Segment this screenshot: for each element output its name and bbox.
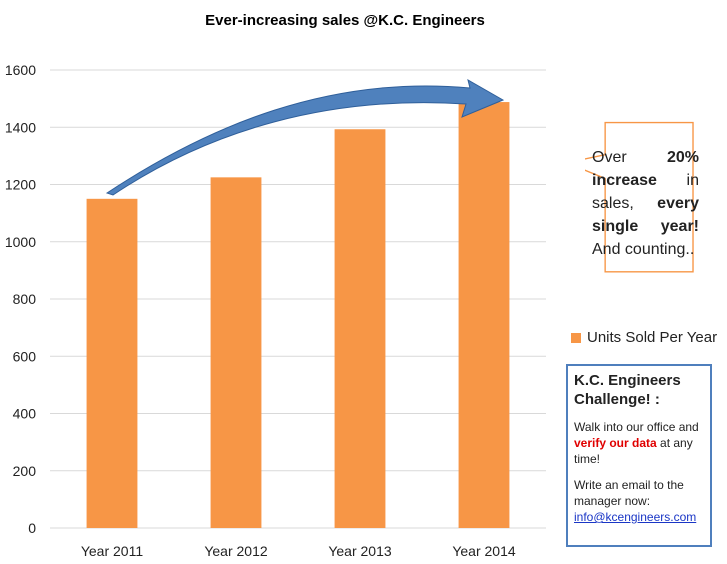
y-tick-label: 1400 [5, 119, 36, 135]
bar [458, 102, 510, 528]
callout-line-2: increase in [592, 169, 699, 192]
bar [86, 198, 138, 528]
challenge-text: Walk into our office and [574, 420, 699, 434]
callout-word: Over [592, 149, 627, 166]
y-tick-label: 800 [13, 291, 37, 307]
callout-word: increase [592, 172, 657, 189]
callout-line-3: sales, every [592, 192, 699, 215]
x-tick-label: Year 2012 [204, 543, 268, 559]
callout-word: single [592, 218, 639, 235]
callout-word: And counting.. [592, 241, 695, 258]
chart-legend: Units Sold Per Year [571, 329, 717, 346]
bars [86, 102, 510, 528]
growth-arrow-shape [105, 78, 505, 196]
callout-line-5: And counting.. [592, 238, 699, 261]
challenge-box: K.C. Engineers Challenge! : Walk into ou… [566, 364, 712, 547]
growth-arrow [105, 78, 505, 196]
callout-word: 20% [666, 149, 699, 166]
legend-swatch [571, 332, 581, 343]
challenge-text: at any time! [574, 436, 693, 466]
email-link[interactable]: info@kcengineers.com [574, 510, 697, 524]
y-tick-label: 0 [28, 520, 36, 536]
y-tick-label: 1200 [5, 177, 36, 193]
x-axis-ticks: Year 2011 Year 2012 Year 2013 Year 2014 [81, 543, 516, 559]
x-tick-label: Year 2014 [452, 543, 516, 559]
y-tick-label: 200 [13, 463, 37, 479]
y-tick-label: 1600 [5, 62, 36, 78]
callout-line-1: Over 20% [592, 146, 699, 169]
callout-word: sales, [592, 195, 634, 212]
callout-word: in [686, 172, 699, 189]
verify-highlight: verify our data [574, 436, 657, 450]
x-tick-label: Year 2013 [328, 543, 392, 559]
challenge-paragraph-1: Walk into our office and verify our data… [574, 419, 704, 467]
bar [334, 129, 386, 528]
y-tick-label: 400 [13, 406, 37, 422]
y-tick-label: 600 [13, 348, 37, 364]
challenge-text: Write an email to the manager now: [574, 478, 684, 508]
callout-text: Over 20% increase in sales, every single… [592, 146, 699, 261]
y-tick-label: 1000 [5, 234, 36, 250]
y-axis-ticks: 0 200 400 600 800 1000 1200 1400 1600 [5, 62, 36, 536]
legend-label: Units Sold Per Year [587, 329, 718, 346]
x-tick-label: Year 2011 [81, 543, 143, 559]
challenge-paragraph-2: Write an email to the manager now: info@k… [574, 477, 704, 525]
challenge-title: K.C. Engineers Challenge! : [574, 372, 681, 408]
callout-line-4: single year! [592, 215, 699, 238]
callout-word: year! [660, 218, 699, 235]
bar [210, 177, 262, 528]
callout-word: every [657, 195, 699, 212]
chart-title: Ever-increasing sales @K.C. Engineers [205, 12, 485, 29]
